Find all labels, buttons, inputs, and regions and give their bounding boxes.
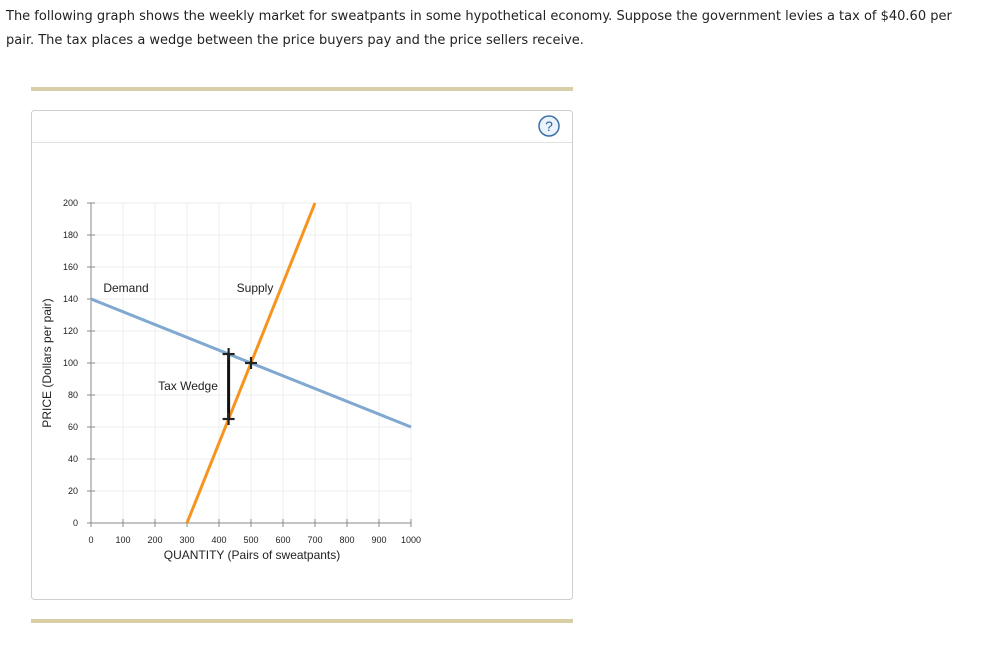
y-tick-label: 140: [63, 294, 78, 304]
x-tick-label: 800: [339, 535, 354, 545]
question-line: pair. The tax places a wedge between the…: [6, 33, 584, 48]
y-tick-label: 120: [63, 326, 78, 336]
question-line: The following graph shows the weekly mar…: [5, 9, 952, 24]
divider: [31, 87, 573, 91]
y-tick-label: 60: [68, 422, 78, 432]
point-marker: [222, 413, 235, 425]
series-label: Supply: [237, 281, 274, 295]
y-axis-title: PRICE (Dollars per pair): [40, 298, 54, 427]
y-tick-label: 180: [63, 230, 78, 240]
x-tick-label: 100: [115, 535, 130, 545]
point-marker: [245, 357, 257, 369]
series-label: Demand: [103, 281, 148, 295]
x-tick-label: 900: [371, 535, 386, 545]
y-tick-label: 0: [73, 518, 78, 528]
x-tick-label: 0: [88, 535, 93, 545]
x-tick-label: 1000: [401, 535, 421, 545]
tax-wedge-label: Tax Wedge: [158, 379, 218, 393]
help-icon[interactable]: ?: [545, 118, 553, 134]
x-tick-label: 400: [211, 535, 226, 545]
y-tick-label: 80: [68, 390, 78, 400]
y-tick-label: 20: [68, 486, 78, 496]
x-tick-label: 200: [147, 535, 162, 545]
y-tick-label: 200: [63, 198, 78, 208]
divider: [31, 619, 573, 623]
y-tick-label: 160: [63, 262, 78, 272]
y-tick-label: 100: [63, 358, 78, 368]
point-marker: [222, 348, 235, 361]
x-tick-label: 500: [243, 535, 258, 545]
x-tick-label: 300: [179, 535, 194, 545]
x-tick-label: 700: [307, 535, 322, 545]
x-axis-title: QUANTITY (Pairs of sweatpants): [164, 548, 341, 562]
y-tick-label: 40: [68, 454, 78, 464]
graph-panel: [31, 110, 573, 600]
help-button[interactable]: [538, 115, 560, 137]
plot: 0 20 40 60 80 100 120 140 160 180 200 0 100 200 300 400…: [63, 198, 421, 545]
x-tick-label: 600: [275, 535, 290, 545]
